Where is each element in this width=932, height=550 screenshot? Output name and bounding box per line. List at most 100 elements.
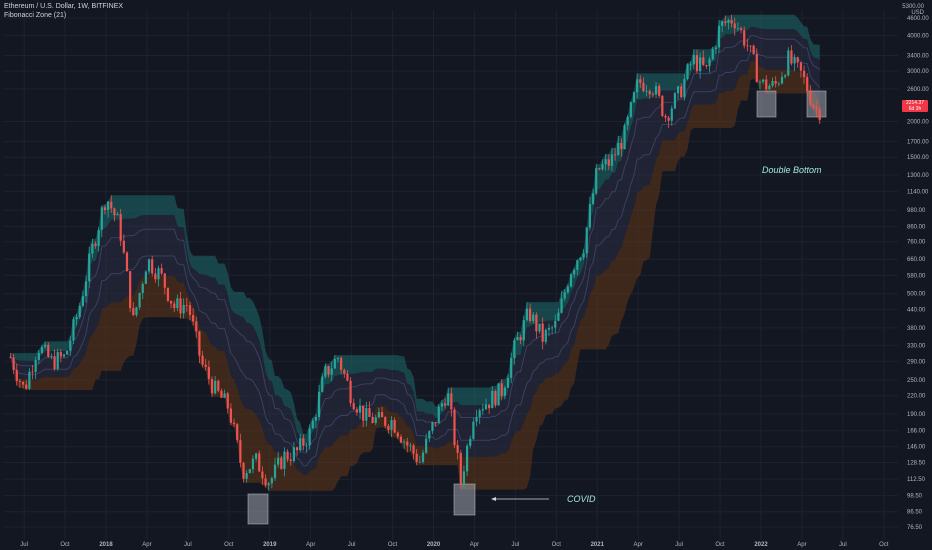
candle	[418, 455, 421, 463]
candle-body	[132, 308, 135, 316]
candle-body	[409, 445, 412, 447]
candle	[239, 433, 242, 468]
candle	[336, 356, 340, 363]
candle-body	[37, 352, 40, 361]
candle	[173, 300, 176, 313]
candle	[352, 398, 355, 411]
candle-body	[255, 453, 258, 459]
candle-body	[352, 403, 355, 410]
candle-body	[639, 79, 642, 83]
price-tick-label: 380.00	[907, 326, 926, 332]
candle-body	[116, 214, 119, 216]
candle-body	[277, 457, 280, 465]
candle	[355, 407, 358, 416]
candle	[28, 368, 31, 391]
price-tick-label: 112.50	[907, 477, 926, 483]
candle	[18, 379, 22, 388]
candle	[214, 376, 217, 395]
candle-body	[44, 344, 47, 347]
candle-body	[343, 369, 346, 374]
candle	[462, 465, 466, 488]
candle	[648, 89, 651, 99]
candle-body	[727, 19, 730, 24]
candle-body	[336, 357, 340, 360]
candle	[151, 255, 154, 277]
fib-middle-zone	[10, 27, 820, 475]
candle	[733, 17, 736, 36]
candle	[749, 45, 752, 53]
candle	[9, 353, 12, 359]
candle	[333, 355, 336, 369]
candle-body	[248, 469, 251, 474]
candle-body	[349, 380, 352, 404]
candle	[532, 312, 535, 325]
candle	[761, 78, 765, 85]
candle-body	[91, 243, 94, 254]
candle	[94, 241, 97, 249]
candle-body	[78, 305, 81, 318]
candle	[299, 433, 302, 453]
candle-body	[286, 451, 289, 460]
candle-body	[25, 384, 28, 389]
candle	[292, 442, 295, 464]
candle-body	[478, 410, 481, 417]
candle	[277, 451, 280, 468]
candle	[528, 303, 532, 324]
candle	[327, 365, 330, 378]
candle	[393, 417, 396, 434]
candle-body	[182, 304, 185, 314]
candle-body	[670, 108, 673, 121]
time-tick-label: Oct	[388, 542, 398, 548]
candle-body	[642, 82, 645, 92]
candle	[330, 361, 333, 381]
candle-body	[440, 403, 443, 407]
time-tick-label: Apr	[470, 542, 479, 548]
candle-body	[784, 75, 787, 77]
candle	[147, 258, 151, 275]
candle-body	[636, 79, 639, 93]
candle-body	[453, 409, 456, 446]
candle-body	[75, 317, 78, 320]
candle-body	[251, 458, 255, 470]
candle-body	[396, 432, 399, 437]
candle	[765, 75, 768, 94]
candle-body	[283, 451, 286, 469]
candle	[160, 263, 163, 276]
candle-body	[245, 473, 248, 479]
time-tick-label: Oct	[60, 542, 70, 548]
candle	[362, 405, 365, 428]
candle-body	[699, 57, 702, 72]
candle	[349, 377, 352, 407]
candle-body	[661, 95, 664, 116]
candle-body	[418, 461, 421, 463]
time-tick-label: Oct	[879, 542, 889, 548]
candle-body	[714, 47, 717, 50]
time-tick-label: 2019	[263, 542, 277, 548]
candle	[667, 115, 670, 128]
price-tick-label: 1500.00	[907, 155, 929, 161]
candle-body	[472, 421, 475, 439]
candle	[453, 407, 456, 448]
candle-body	[151, 259, 154, 274]
candle	[642, 77, 645, 93]
candle	[664, 113, 667, 122]
candle-body	[176, 298, 179, 309]
candle	[500, 379, 503, 401]
candle-body	[777, 83, 780, 85]
candle-body	[317, 391, 321, 418]
candle	[31, 364, 34, 380]
candle	[576, 259, 579, 276]
candle	[730, 14, 733, 28]
time-tick-label: Jul	[839, 542, 847, 548]
candle-body	[399, 436, 403, 443]
candle	[661, 95, 664, 118]
candle	[56, 348, 59, 371]
candle-body	[809, 91, 812, 105]
candle	[686, 63, 689, 81]
candle	[324, 363, 327, 379]
candle-body	[198, 331, 201, 356]
candle	[818, 106, 821, 124]
candle	[478, 408, 481, 425]
candle-body	[525, 308, 529, 321]
